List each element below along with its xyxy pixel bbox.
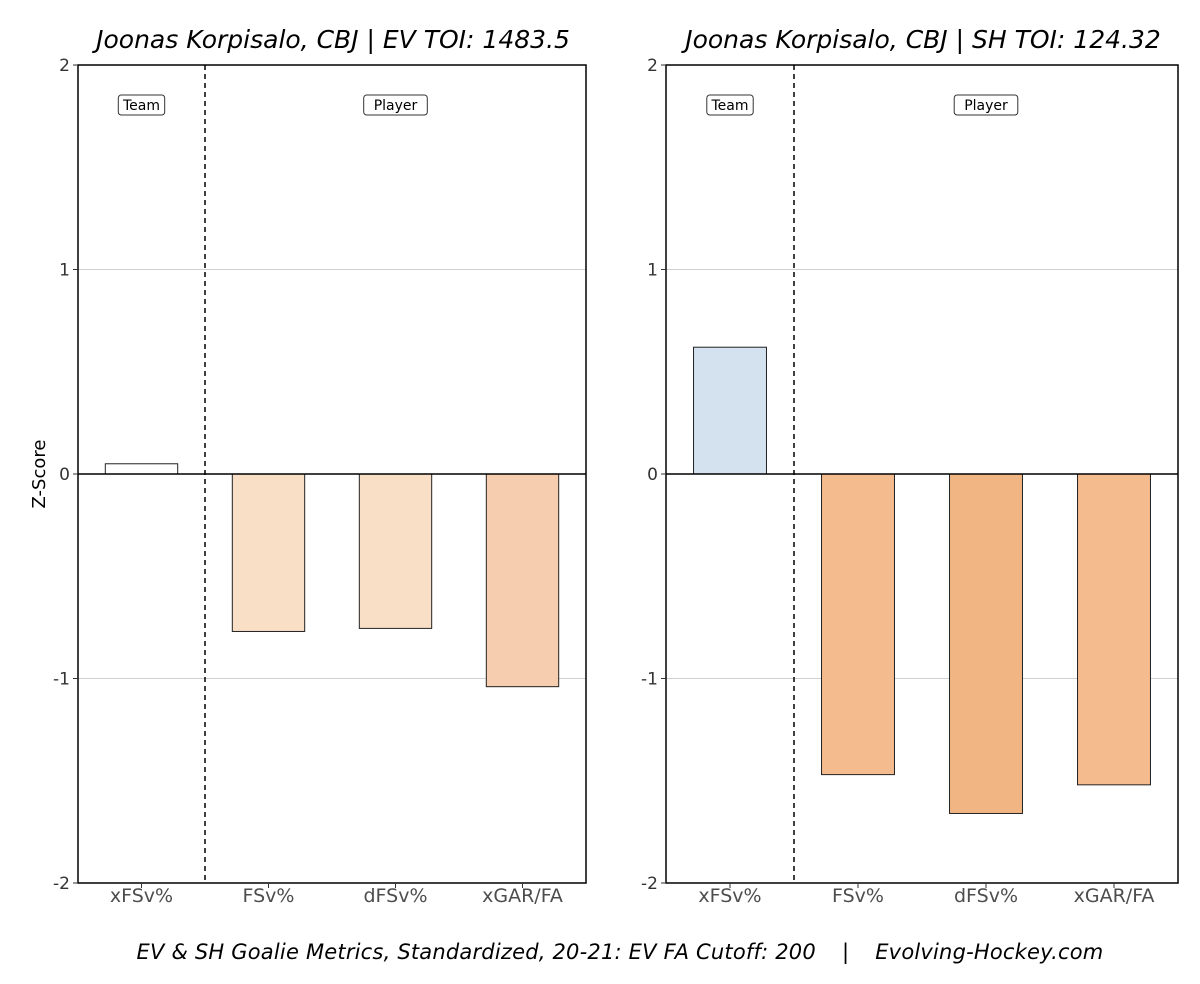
x-tick-label: dFSv% [954, 885, 1018, 907]
x-tick-label: xGAR/FA [1074, 885, 1155, 907]
bar [104, 463, 179, 475]
y-tick-label: 1 [647, 261, 658, 281]
team-label: Team [122, 98, 160, 114]
player-label: Player [374, 98, 418, 114]
figure-caption: EV & SH Goalie Metrics, Standardized, 20… [0, 940, 1200, 964]
y-axis-label: Z-Score [29, 440, 50, 509]
x-tick-label: xGAR/FA [482, 885, 563, 907]
player-label-box [363, 94, 428, 116]
bar [1077, 473, 1151, 786]
bar [821, 473, 895, 776]
player-label-box [953, 94, 1019, 116]
bar [949, 473, 1023, 814]
y-tick-label: 1 [59, 261, 70, 281]
y-tick-label: -2 [53, 874, 70, 894]
y-tick-label: 0 [59, 465, 70, 485]
player-label: Player [964, 98, 1008, 114]
x-tick-label: xFSv% [110, 885, 173, 907]
y-tick-label: -2 [641, 874, 658, 894]
y-tick-label: 0 [647, 465, 658, 485]
team-label-box [117, 94, 166, 116]
caption-source: Evolving-Hockey.com [875, 940, 1104, 964]
bar [693, 346, 767, 475]
bar [358, 473, 433, 629]
y-tick-label: -1 [53, 670, 70, 690]
y-tick-label: 2 [647, 56, 658, 76]
bar [485, 473, 560, 688]
team-label-box [706, 94, 754, 116]
x-tick-label: dFSv% [363, 885, 427, 907]
x-tick-label: xFSv% [698, 885, 761, 907]
y-tick-label: -1 [641, 670, 658, 690]
x-tick-label: FSv% [243, 885, 295, 907]
chart-title: Joonas Korpisalo, CBJ | EV TOI: 1483.5 [91, 25, 570, 54]
chart-title: Joonas Korpisalo, CBJ | SH TOI: 124.32 [680, 25, 1161, 54]
caption-text: EV & SH Goalie Metrics, Standardized, 20… [136, 940, 816, 964]
y-tick-label: 2 [59, 56, 70, 76]
x-tick-label: FSv% [832, 885, 884, 907]
caption-separator: | [841, 940, 850, 964]
team-label: Team [710, 98, 748, 114]
bar [231, 473, 306, 632]
